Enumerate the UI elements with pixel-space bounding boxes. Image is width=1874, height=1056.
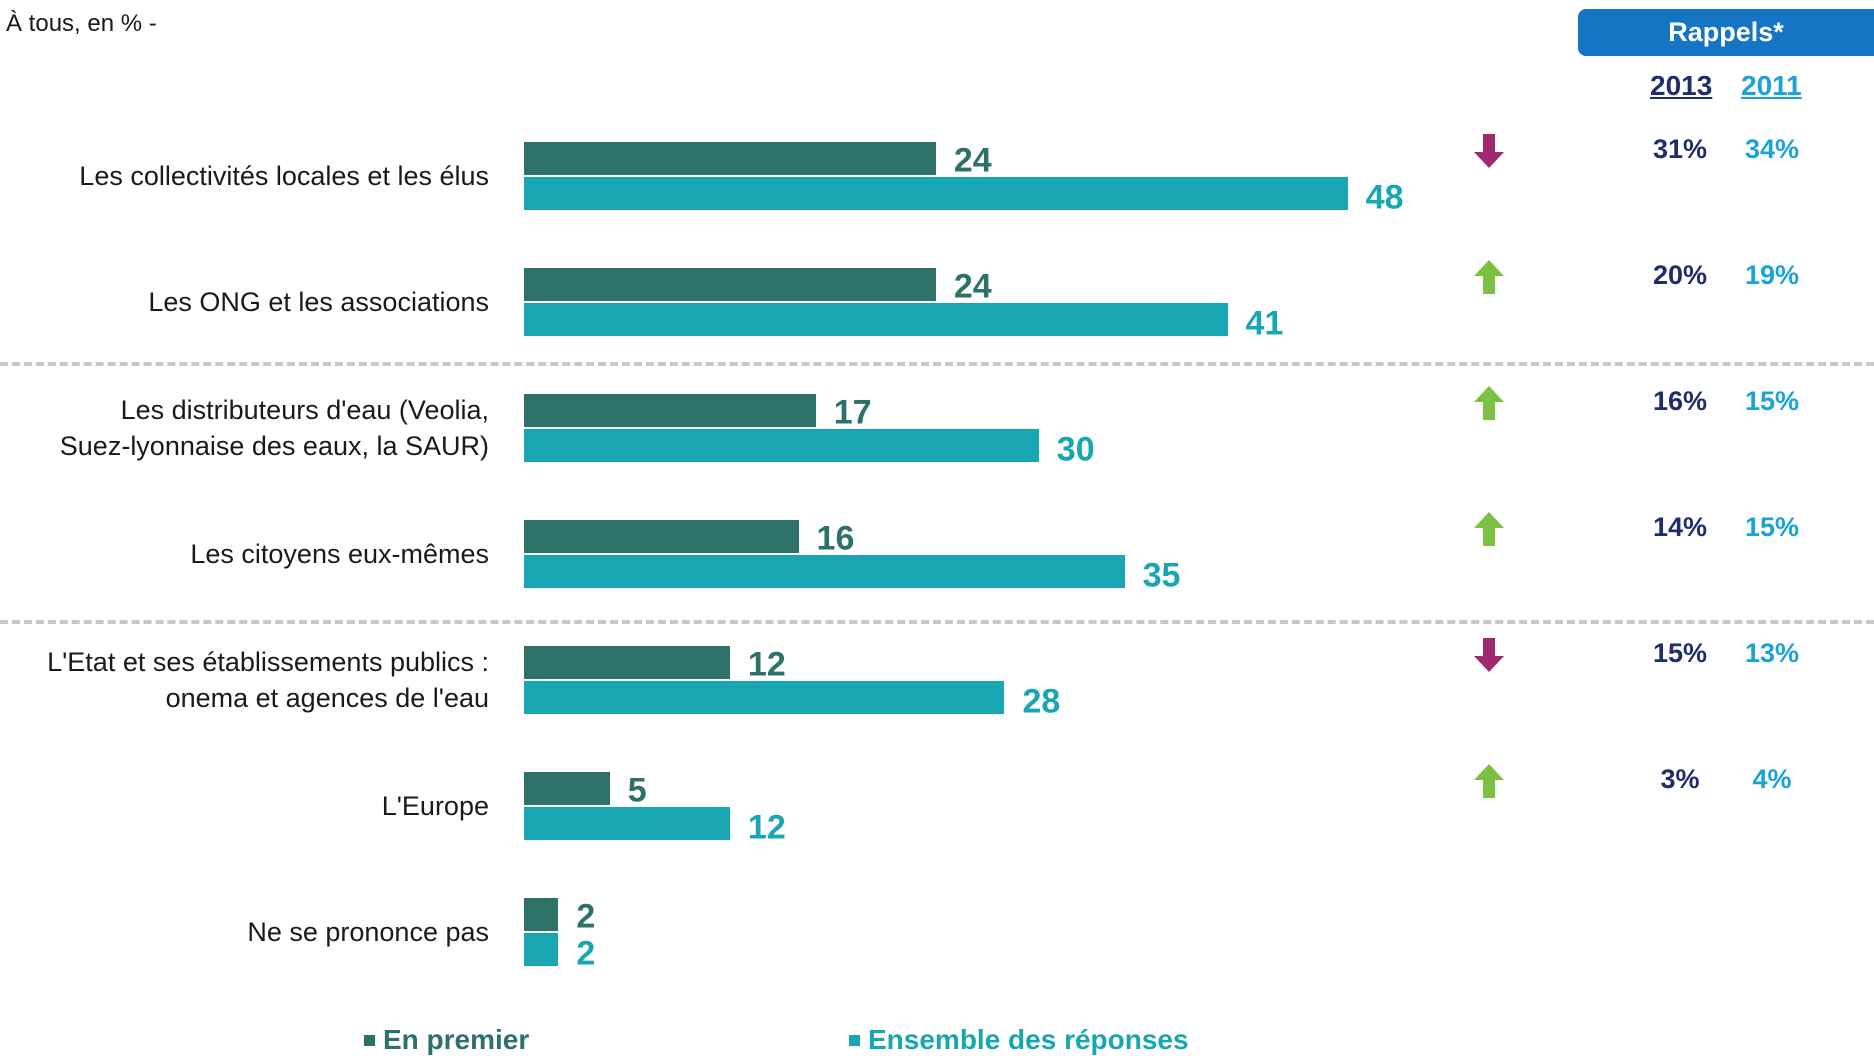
category-label-line: onema et agences de l'eau	[165, 683, 489, 713]
category-label-line: Suez-lyonnaise des eaux, la SAUR)	[59, 431, 489, 461]
recall-2011-value: 34%	[1744, 134, 1800, 164]
year-2013-header: 2013	[1650, 70, 1713, 101]
data-label-ensemble: 35	[1142, 556, 1181, 594]
data-label-en-premier: 2	[576, 897, 596, 935]
recall-2011-value: 19%	[1744, 260, 1800, 290]
bar-ensemble	[524, 933, 559, 966]
data-label-ensemble: 12	[747, 808, 786, 846]
category-label-line: Les collectivités locales et les élus	[79, 161, 489, 191]
data-label-ensemble: 30	[1056, 430, 1095, 468]
bar-en-premier	[524, 646, 730, 679]
rappels-header: Rappels*	[1578, 9, 1874, 56]
bar-en-premier	[524, 394, 816, 427]
category-label-line: Les ONG et les associations	[148, 287, 489, 317]
data-label-en-premier: 16	[816, 519, 855, 557]
category-label-line: Les distributeurs d'eau (Veolia,	[120, 395, 489, 425]
bar-en-premier	[524, 268, 936, 301]
trend-up-icon	[1474, 764, 1504, 798]
category-label: Les citoyens eux-mêmes	[190, 536, 489, 572]
bar-en-premier	[524, 898, 559, 931]
category-label: Les collectivités locales et les élus	[79, 158, 489, 194]
recall-2011-value: 4%	[1752, 764, 1792, 794]
year-2011-header: 2011	[1741, 70, 1802, 101]
recall-2011-value: 15%	[1744, 512, 1800, 542]
category-label: L'Etat et ses établissements publics : on…	[47, 644, 489, 716]
recall-2011-value: 13%	[1744, 638, 1800, 668]
chart-subtitle: À tous, en % -	[6, 10, 157, 37]
recall-2013-value: 3%	[1660, 764, 1700, 794]
category-label: L'Europe	[382, 788, 489, 824]
recall-2013-value: 16%	[1652, 386, 1708, 416]
data-label-en-premier: 17	[833, 393, 872, 431]
category-label-line: Les citoyens eux-mêmes	[190, 539, 489, 569]
category-label: Ne se prononce pas	[247, 914, 489, 950]
bar-ensemble	[524, 555, 1125, 588]
recall-2013-value: 15%	[1652, 638, 1708, 668]
data-label-ensemble: 48	[1365, 178, 1404, 216]
trend-down-icon	[1474, 638, 1504, 672]
data-label-ensemble: 41	[1245, 304, 1284, 342]
group-separator	[0, 620, 1874, 624]
legend-swatch-all	[849, 1034, 860, 1046]
data-label-ensemble: 2	[576, 934, 596, 972]
data-label-en-premier: 12	[747, 645, 786, 683]
data-label-ensemble: 28	[1022, 682, 1061, 720]
category-label: Les distributeurs d'eau (Veolia, Suez-lyo…	[60, 392, 489, 464]
trend-down-icon	[1474, 134, 1504, 168]
bar-en-premier	[524, 142, 936, 175]
recall-2013-value: 20%	[1652, 260, 1708, 290]
bar-ensemble	[524, 177, 1348, 210]
data-label-en-premier: 5	[627, 771, 647, 809]
data-label-en-premier: 24	[953, 141, 992, 179]
category-label-line: L'Europe	[381, 791, 489, 821]
category-label-line: Ne se prononce pas	[247, 917, 489, 947]
trend-up-icon	[1474, 512, 1504, 546]
recall-2011-value: 15%	[1744, 386, 1800, 416]
category-label-line: L'Etat et ses établissements publics :	[47, 647, 489, 677]
legend-label-all: Ensemble des réponses	[868, 1024, 1189, 1055]
bar-ensemble	[524, 681, 1005, 714]
legend-item-all: Ensemble des réponses	[849, 1024, 1189, 1056]
legend-item-first: En premier	[364, 1024, 529, 1056]
trend-up-icon	[1474, 260, 1504, 294]
bar-ensemble	[524, 429, 1039, 462]
data-label-en-premier: 24	[953, 267, 992, 305]
category-label: Les ONG et les associations	[148, 284, 489, 320]
recall-2013-value: 31%	[1652, 134, 1708, 164]
bar-en-premier	[524, 772, 610, 805]
trend-up-icon	[1474, 386, 1504, 420]
bar-en-premier	[524, 520, 799, 553]
bar-ensemble	[524, 303, 1228, 336]
bar-ensemble	[524, 807, 730, 840]
legend-swatch-first	[364, 1034, 375, 1046]
group-separator	[0, 362, 1874, 366]
legend-label-first: En premier	[383, 1024, 530, 1055]
recall-2013-value: 14%	[1652, 512, 1708, 542]
